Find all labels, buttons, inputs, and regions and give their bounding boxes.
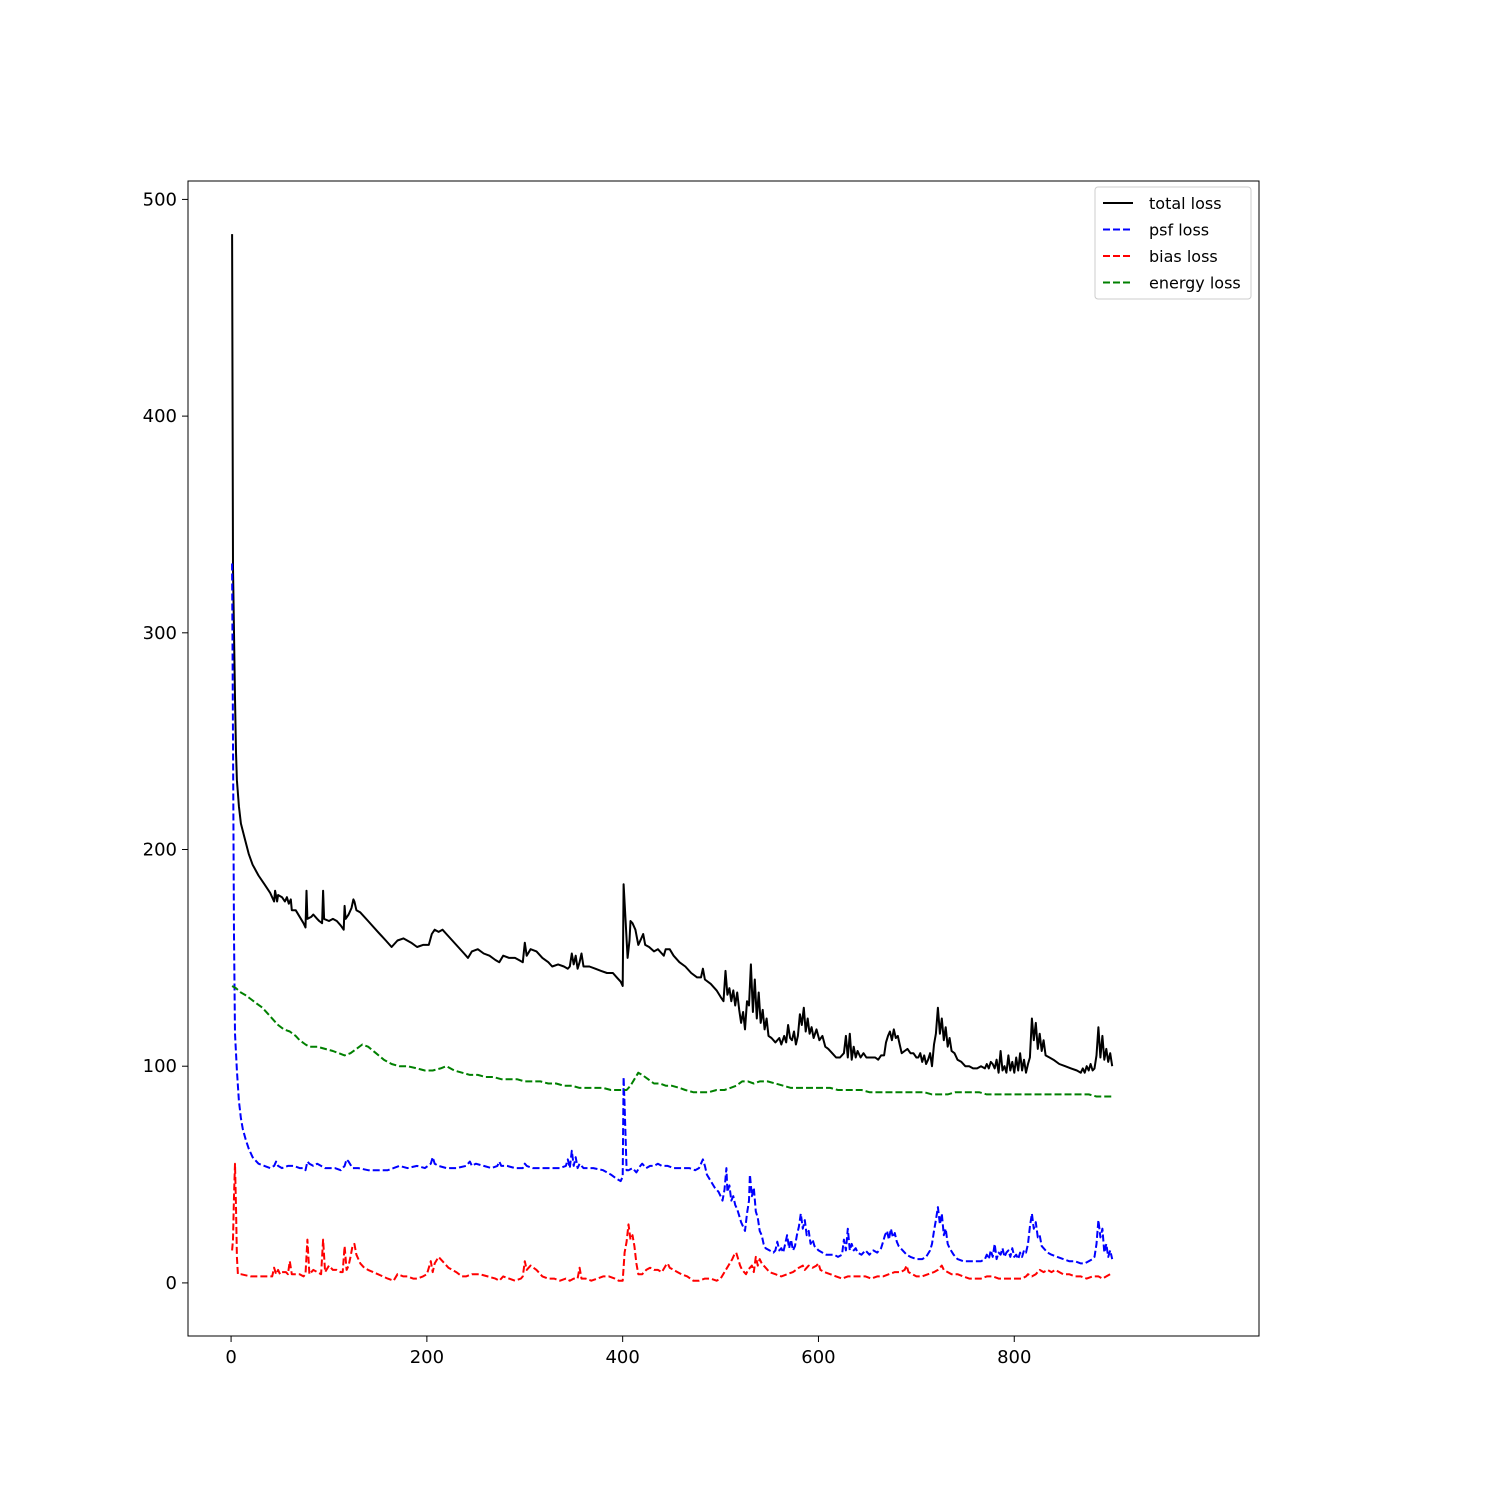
y-axis: 0 100 200 300 400 500 — [143, 189, 188, 1294]
x-tick-label: 600 — [801, 1347, 835, 1368]
series-line-energy-loss — [231, 985, 1113, 1098]
legend-label-energy-loss: energy loss — [1149, 274, 1241, 293]
x-tick-label: 400 — [605, 1347, 639, 1368]
legend-label-psf-loss: psf loss — [1149, 221, 1209, 240]
y-tick-label: 0 — [166, 1273, 177, 1294]
x-tick-label: 0 — [225, 1347, 236, 1368]
x-axis: 0 200 400 600 800 — [225, 1336, 1031, 1368]
x-tick-label: 200 — [410, 1347, 444, 1368]
y-tick-label: 200 — [143, 840, 177, 861]
legend-label-total-loss: total loss — [1149, 194, 1222, 213]
plot-frame — [187, 180, 1260, 1337]
x-tick-label: 800 — [997, 1347, 1031, 1368]
y-tick-label: 500 — [143, 189, 177, 210]
series-lines — [231, 234, 1114, 1282]
legend-label-bias-loss: bias loss — [1149, 247, 1218, 266]
series-line-bias-loss — [231, 1162, 1113, 1282]
y-tick-label: 300 — [143, 623, 177, 644]
y-tick-label: 400 — [143, 406, 177, 427]
legend: total loss psf loss bias loss energy loss — [1094, 186, 1252, 300]
legend-box — [1094, 186, 1252, 300]
y-tick-label: 100 — [143, 1056, 177, 1077]
series-line-psf-loss — [231, 563, 1114, 1265]
series-line-total-loss — [231, 234, 1114, 1074]
